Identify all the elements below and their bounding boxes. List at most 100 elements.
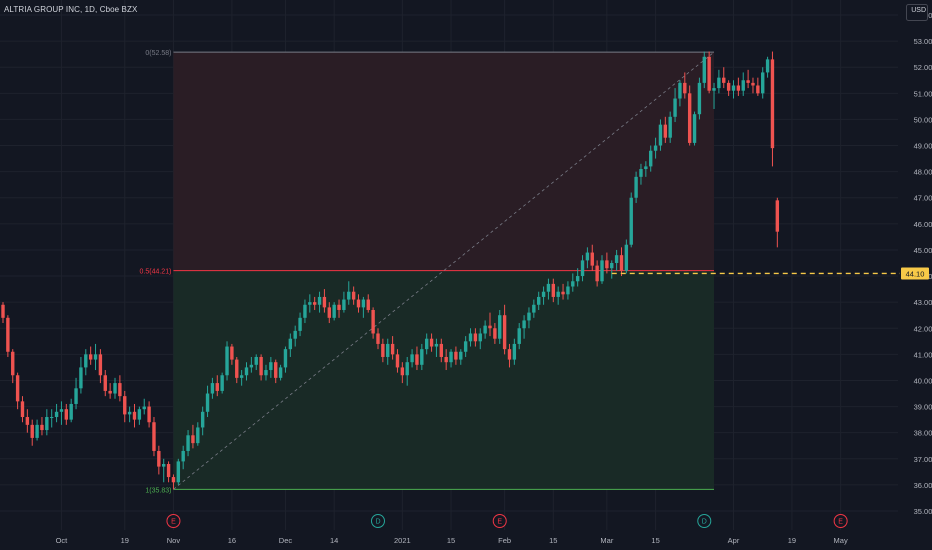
candle: [429, 333, 434, 352]
candle: [166, 461, 171, 483]
candle: [483, 320, 487, 339]
y-tick-label: 45.00: [914, 246, 932, 255]
candle-body: [113, 383, 117, 394]
earnings-marker[interactable]: E: [833, 514, 848, 528]
candle-body: [181, 450, 185, 462]
x-tick-label: 19: [788, 536, 796, 545]
candle-body: [756, 85, 760, 94]
candle: [415, 346, 419, 371]
candle-body: [707, 56, 711, 91]
candle-body: [356, 299, 361, 308]
candle-body: [127, 411, 132, 415]
candle: [239, 370, 244, 386]
candle-body: [410, 354, 414, 363]
candle-body: [264, 370, 268, 376]
event-circle: [697, 514, 712, 528]
y-tick-label: 39.00: [914, 403, 932, 412]
candle-body: [166, 464, 171, 478]
candle: [15, 372, 20, 410]
x-tick-label: 2021: [394, 536, 411, 545]
candle: [230, 343, 234, 365]
candle: [629, 192, 633, 248]
earnings-marker[interactable]: E: [166, 514, 181, 528]
candle-body: [512, 343, 517, 360]
x-tick-label: Dec: [279, 536, 293, 545]
candle: [449, 349, 453, 368]
fib-retracement[interactable]: 0(52.58) 0.5(44.21) 1(35.83): [140, 50, 715, 494]
candle: [312, 296, 317, 310]
candle: [93, 343, 98, 371]
candle-body: [600, 260, 604, 282]
x-tick-label: Mar: [600, 536, 613, 545]
candle: [322, 289, 327, 313]
candle: [88, 346, 93, 365]
candle: [274, 359, 278, 384]
candle: [215, 375, 219, 397]
dividend-marker[interactable]: D: [370, 514, 385, 528]
candle: [45, 409, 49, 436]
candle-body: [644, 166, 648, 170]
x-tick-label: Oct: [56, 536, 69, 545]
candle-body: [249, 364, 254, 368]
candle-body: [537, 296, 541, 305]
candle: [332, 302, 336, 321]
candle: [6, 315, 10, 357]
event-letter: E: [171, 519, 176, 526]
candle: [303, 299, 307, 324]
candle-body: [424, 338, 429, 350]
candle: [347, 281, 351, 305]
candle-body: [449, 351, 453, 363]
candle-body: [200, 411, 205, 428]
candle-body: [673, 98, 677, 117]
candle: [79, 356, 83, 394]
candle: [761, 67, 765, 99]
current-price-tag: [901, 267, 929, 280]
current-price-label: 44.10: [906, 269, 925, 278]
candle-body: [239, 375, 244, 378]
candle-body: [25, 417, 30, 425]
candle-body: [746, 80, 750, 83]
event-letter: D: [702, 519, 707, 526]
candle: [546, 278, 551, 300]
candle-body: [653, 145, 658, 151]
candle: [361, 296, 366, 318]
y-tick-label: 51.00: [914, 89, 932, 98]
candle-body: [473, 333, 478, 342]
candle-body: [712, 88, 716, 91]
candle-body: [332, 304, 336, 318]
candle-body: [278, 367, 283, 378]
candle-body: [649, 150, 653, 167]
candle: [439, 338, 443, 363]
candle: [561, 283, 565, 300]
candle: [702, 51, 706, 89]
candle-body: [342, 299, 346, 310]
candle: [142, 398, 146, 415]
fib-trend-line: [173, 51, 715, 490]
candle-body: [381, 343, 385, 357]
candle-body: [283, 349, 288, 368]
candle-body: [376, 333, 380, 344]
candle-body: [54, 411, 59, 418]
candle: [30, 419, 34, 446]
candle: [692, 111, 697, 146]
dividend-marker[interactable]: D: [697, 514, 712, 528]
candle: [731, 80, 736, 99]
candle-body: [205, 393, 210, 412]
candle-body: [274, 362, 278, 378]
candle-body: [551, 283, 556, 297]
candle-body: [152, 422, 156, 451]
axes: 35.00 36.00 37.00 38.00 39.00 40.00 41.00 42.00…: [56, 11, 932, 545]
candle-body: [663, 124, 668, 138]
event-letter: D: [375, 519, 380, 526]
candle: [424, 333, 429, 355]
candle-body: [722, 77, 726, 83]
earnings-marker[interactable]: E: [492, 514, 507, 528]
candle-body: [507, 349, 512, 360]
candle: [293, 325, 297, 347]
candle: [371, 307, 375, 339]
candle: [264, 364, 268, 381]
candle: [600, 255, 604, 284]
x-tick-label: 14: [330, 536, 338, 545]
